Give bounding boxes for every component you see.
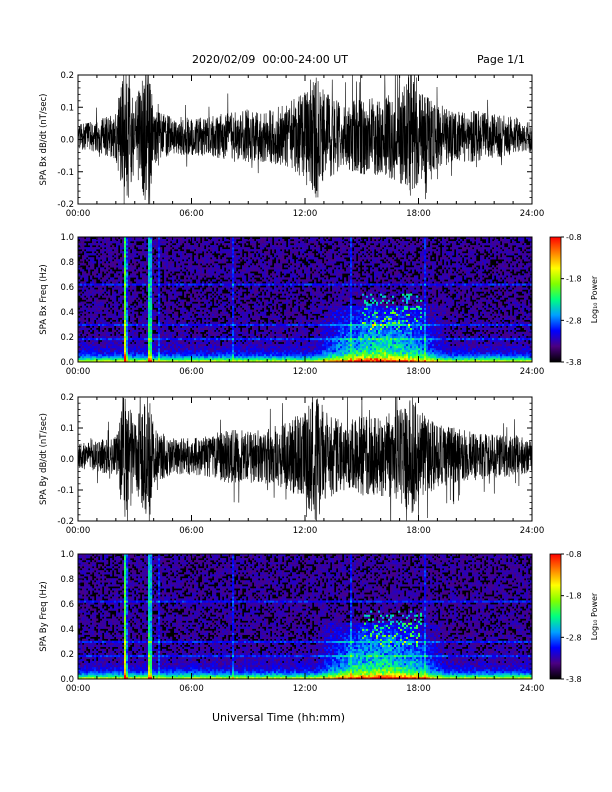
colorbar-tick-label: -2.8 bbox=[566, 316, 582, 325]
x-tick-label: 24:00 bbox=[520, 209, 545, 219]
y-tick-label: 0.6 bbox=[60, 283, 74, 293]
x-tick-label: 12:00 bbox=[293, 684, 318, 694]
colorbar-label: Log₁₀ Power bbox=[590, 592, 599, 640]
y-tick-label: 0.6 bbox=[60, 600, 74, 610]
colorbar-tick-label: -1.8 bbox=[566, 275, 582, 284]
x-tick-label: 00:00 bbox=[66, 684, 91, 694]
y-tick-label: 0.8 bbox=[60, 258, 74, 268]
signal-trace bbox=[78, 397, 532, 521]
spectrogram-cells bbox=[78, 554, 533, 680]
panel-2: 00:00 06:00 12:00 18:00 24:00 0.0 0.2 0.4 0.6 0.8… bbox=[39, 233, 544, 377]
y-tick-label: 0.0 bbox=[60, 455, 74, 465]
y-tick-label: 0.1 bbox=[60, 424, 74, 434]
x-tick-label: 00:00 bbox=[66, 526, 91, 536]
colorbar-label: Log₁₀ Power bbox=[590, 275, 599, 323]
y-tick-label: 0.2 bbox=[60, 71, 74, 81]
x-tick-label: 06:00 bbox=[179, 684, 204, 694]
y-axis-label: SPA Bx dB/dt (nT/sec) bbox=[39, 94, 49, 186]
colorbar-tick-label: -0.8 bbox=[566, 550, 582, 559]
panel-3: 00:00 06:00 12:00 18:00 24:00 -0.2 -0.1 0.0 0.1 0… bbox=[39, 393, 545, 536]
x-tick-label: 06:00 bbox=[179, 367, 204, 377]
x-axis-title: Universal Time (hh:mm) bbox=[212, 711, 345, 724]
x-tick-label: 00:00 bbox=[66, 209, 91, 219]
x-tick-label: 18:00 bbox=[406, 526, 431, 536]
colorbar-tick-label: -0.8 bbox=[566, 233, 582, 242]
y-tick-label: -0.2 bbox=[57, 517, 74, 527]
y-tick-label: 0.8 bbox=[60, 575, 74, 585]
y-tick-label: 0.4 bbox=[60, 308, 74, 318]
x-tick-label: 18:00 bbox=[406, 367, 431, 377]
x-tick-label: 18:00 bbox=[406, 209, 431, 219]
y-axis-label: SPA Bx Freq (Hz) bbox=[39, 264, 49, 334]
y-axis-label: SPA By dB/dt (nT/sec) bbox=[39, 413, 49, 505]
colorbar-tick-label: -1.8 bbox=[566, 592, 582, 601]
y-tick-label: -0.1 bbox=[57, 168, 74, 178]
colorbar-scale bbox=[549, 553, 562, 680]
y-tick-label: -0.2 bbox=[57, 200, 74, 210]
colorbar-2: -0.8 -1.8 -2.8 -3.8 Log₁₀ Power bbox=[549, 233, 599, 367]
colorbar-tick-label: -3.8 bbox=[566, 358, 582, 367]
y-tick-label: 0.2 bbox=[60, 333, 74, 343]
y-tick-label: 0.2 bbox=[60, 393, 74, 403]
x-tick-label: 18:00 bbox=[406, 684, 431, 694]
y-tick-label: 1.0 bbox=[60, 233, 74, 243]
x-tick-label: 24:00 bbox=[520, 367, 545, 377]
y-tick-label: 0.1 bbox=[60, 103, 74, 113]
x-tick-label: 06:00 bbox=[179, 209, 204, 219]
colorbar-tick-label: -3.8 bbox=[566, 675, 582, 684]
colorbar-scale bbox=[549, 236, 562, 363]
x-tick-label: 12:00 bbox=[293, 209, 318, 219]
page-title: 2020/02/09 00:00-24:00 UT bbox=[192, 53, 348, 66]
y-tick-label: 0.0 bbox=[60, 358, 74, 368]
x-tick-label: 12:00 bbox=[293, 526, 318, 536]
y-axis-label: SPA By Freq (Hz) bbox=[39, 581, 49, 651]
x-tick-label: 00:00 bbox=[66, 367, 91, 377]
spectrogram bbox=[78, 554, 533, 680]
colorbar-4: -0.8 -1.8 -2.8 -3.8 Log₁₀ Power bbox=[549, 550, 599, 684]
signal-trace bbox=[78, 75, 532, 204]
colorbar-tick-label: -2.8 bbox=[566, 633, 582, 642]
spectrogram-cells bbox=[78, 237, 533, 363]
panel-4: 00:00 06:00 12:00 18:00 24:00 0.0 0.2 0.4 0.6 0.8… bbox=[39, 550, 544, 694]
y-tick-label: 0.4 bbox=[60, 625, 74, 635]
panel-1: 00:00 06:00 12:00 18:00 24:00 -0.2 -0.1 0.0 0.1 0… bbox=[39, 71, 545, 219]
x-tick-label: 06:00 bbox=[179, 526, 204, 536]
y-tick-label: 0.0 bbox=[60, 675, 74, 685]
y-tick-label: -0.1 bbox=[57, 486, 74, 496]
y-tick-label: 1.0 bbox=[60, 550, 74, 560]
y-tick-label: 0.2 bbox=[60, 650, 74, 660]
x-tick-label: 24:00 bbox=[520, 526, 545, 536]
spectrogram bbox=[78, 237, 533, 363]
x-tick-label: 12:00 bbox=[293, 367, 318, 377]
x-tick-label: 24:00 bbox=[520, 684, 545, 694]
y-tick-label: 0.0 bbox=[60, 136, 74, 146]
page-number: Page 1/1 bbox=[477, 53, 525, 66]
